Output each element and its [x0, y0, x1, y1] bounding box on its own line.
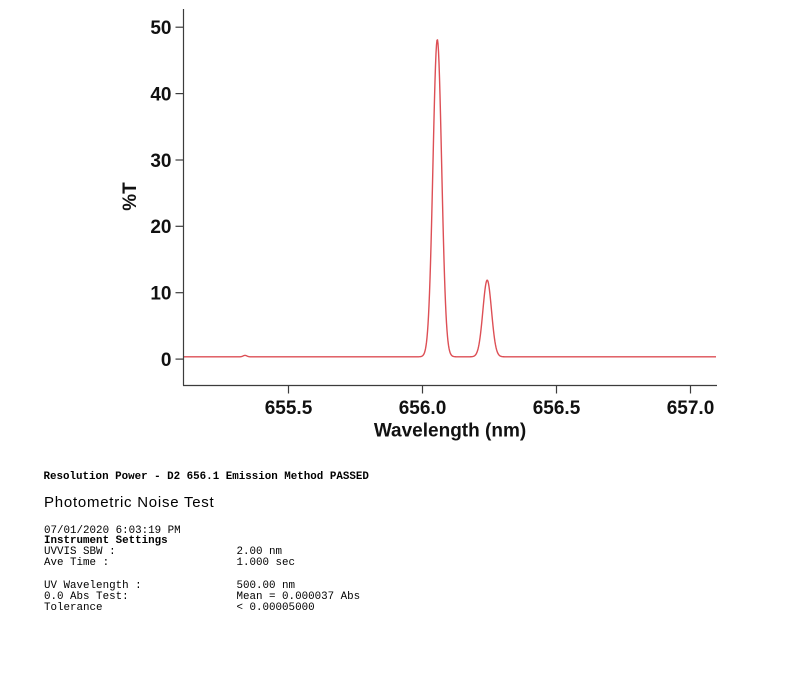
svg-text:0: 0	[161, 350, 172, 371]
svg-text:30: 30	[150, 151, 171, 172]
svg-text:657.0: 657.0	[667, 398, 715, 419]
svg-text:50: 50	[150, 18, 171, 39]
svg-text:Wavelength (nm): Wavelength (nm)	[374, 420, 526, 441]
svg-text:20: 20	[150, 217, 171, 238]
svg-text:10: 10	[150, 284, 171, 305]
svg-text:40: 40	[150, 84, 171, 105]
svg-text:656.0: 656.0	[399, 398, 447, 419]
svg-text:655.5: 655.5	[265, 398, 313, 419]
svg-text:656.5: 656.5	[533, 398, 581, 419]
svg-text:%T: %T	[120, 182, 141, 211]
